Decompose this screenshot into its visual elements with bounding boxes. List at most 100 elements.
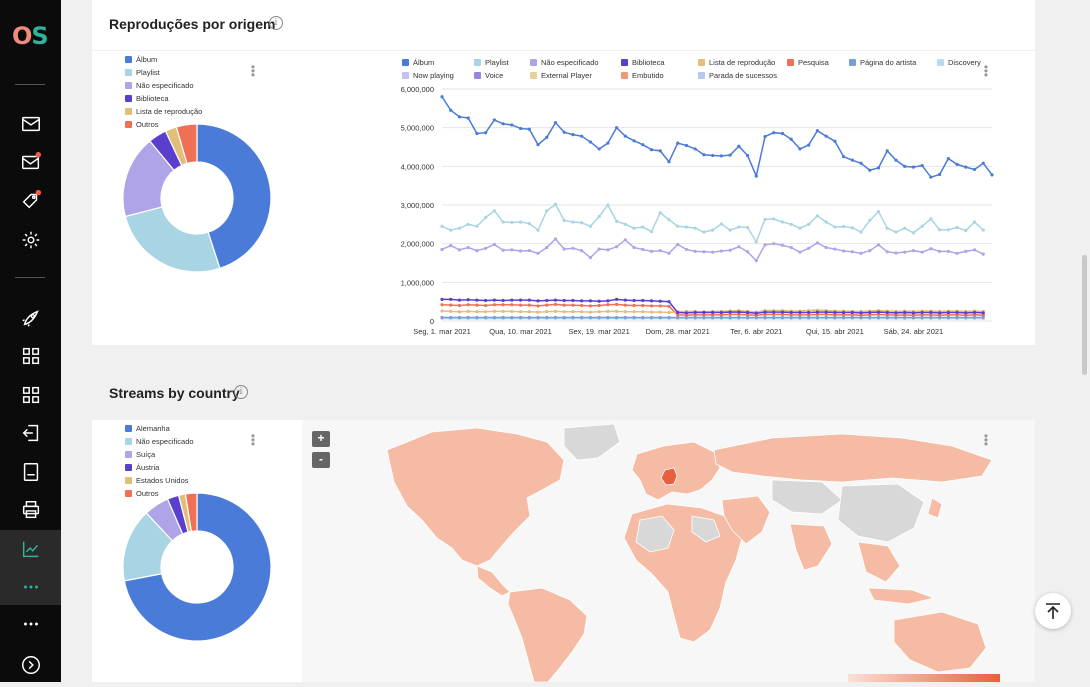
data-point[interactable]: [449, 108, 453, 112]
data-point[interactable]: [929, 217, 933, 221]
map-region-greenland[interactable]: [563, 423, 621, 461]
data-point[interactable]: [894, 313, 898, 317]
app-logo[interactable]: OS: [12, 22, 49, 50]
data-point[interactable]: [798, 313, 802, 317]
data-point[interactable]: [885, 315, 889, 320]
data-point[interactable]: [667, 251, 671, 255]
data-point[interactable]: [737, 315, 741, 320]
data-point[interactable]: [929, 175, 933, 179]
data-point[interactable]: [606, 248, 610, 252]
data-point[interactable]: [501, 220, 505, 224]
tag-notification-icon[interactable]: [20, 189, 42, 211]
data-point[interactable]: [745, 250, 750, 254]
map-region-no-data[interactable]: [691, 515, 721, 543]
data-point[interactable]: [457, 303, 462, 308]
data-point[interactable]: [606, 315, 610, 320]
mail-notification-icon[interactable]: [20, 151, 42, 173]
data-point[interactable]: [449, 309, 453, 313]
data-point[interactable]: [745, 315, 750, 320]
data-point[interactable]: [772, 310, 776, 314]
data-point[interactable]: [798, 147, 802, 151]
data-point[interactable]: [728, 228, 732, 232]
data-point[interactable]: [518, 126, 523, 131]
data-point[interactable]: [615, 219, 619, 223]
data-point[interactable]: [553, 202, 558, 206]
data-point[interactable]: [859, 230, 863, 234]
donut-slice[interactable]: [196, 123, 272, 270]
data-point[interactable]: [562, 298, 566, 303]
data-point[interactable]: [728, 312, 732, 317]
data-point[interactable]: [588, 140, 593, 144]
data-point[interactable]: [553, 315, 558, 320]
data-point[interactable]: [920, 315, 924, 320]
data-point[interactable]: [658, 211, 662, 215]
series-line[interactable]: [441, 203, 984, 244]
data-point[interactable]: [684, 225, 689, 229]
data-point[interactable]: [911, 311, 916, 315]
data-point[interactable]: [868, 249, 872, 253]
data-point[interactable]: [527, 298, 531, 302]
data-point[interactable]: [449, 244, 453, 248]
data-point[interactable]: [815, 310, 819, 314]
data-point[interactable]: [492, 298, 496, 302]
data-point[interactable]: [833, 315, 837, 320]
data-point[interactable]: [623, 298, 627, 302]
data-point[interactable]: [789, 245, 793, 250]
data-point[interactable]: [466, 116, 470, 120]
data-point[interactable]: [702, 230, 706, 234]
data-point[interactable]: [562, 218, 566, 223]
data-point[interactable]: [920, 313, 924, 317]
data-point[interactable]: [719, 154, 723, 158]
data-point[interactable]: [457, 115, 462, 119]
data-point[interactable]: [946, 310, 950, 315]
data-point[interactable]: [824, 315, 828, 320]
data-point[interactable]: [676, 315, 680, 320]
data-point[interactable]: [484, 215, 488, 219]
data-point[interactable]: [815, 214, 819, 218]
map-region-south-america[interactable]: [507, 587, 588, 683]
data-point[interactable]: [527, 303, 531, 307]
data-point[interactable]: [501, 248, 505, 252]
data-point[interactable]: [789, 137, 793, 141]
data-point[interactable]: [807, 313, 811, 317]
map-region-russia[interactable]: [713, 433, 993, 483]
map-region-australia[interactable]: [893, 611, 987, 673]
data-point[interactable]: [466, 303, 470, 307]
data-point[interactable]: [588, 224, 593, 228]
data-point[interactable]: [745, 313, 750, 317]
data-point[interactable]: [894, 315, 898, 320]
data-point[interactable]: [484, 310, 488, 314]
data-point[interactable]: [920, 250, 924, 254]
data-point[interactable]: [972, 167, 977, 172]
data-point[interactable]: [623, 238, 627, 242]
data-point[interactable]: [693, 147, 697, 151]
data-point[interactable]: [789, 315, 793, 320]
data-point[interactable]: [684, 247, 689, 252]
data-point[interactable]: [938, 249, 942, 253]
printer-icon[interactable]: [20, 499, 42, 521]
data-point[interactable]: [484, 303, 488, 308]
data-point[interactable]: [798, 310, 802, 315]
data-point[interactable]: [475, 249, 479, 253]
data-point[interactable]: [772, 242, 776, 246]
data-point[interactable]: [745, 310, 750, 315]
data-point[interactable]: [440, 309, 444, 313]
data-point[interactable]: [501, 309, 505, 313]
data-point[interactable]: [719, 313, 723, 317]
data-point[interactable]: [676, 310, 680, 315]
data-point[interactable]: [711, 310, 715, 315]
data-point[interactable]: [946, 315, 950, 320]
data-point[interactable]: [780, 220, 785, 224]
data-point[interactable]: [667, 160, 671, 164]
data-point[interactable]: [658, 299, 662, 303]
legend-item[interactable]: Não especificado: [530, 58, 599, 67]
data-point[interactable]: [632, 303, 636, 308]
data-point[interactable]: [885, 149, 889, 153]
info-icon[interactable]: i: [234, 385, 248, 399]
data-point[interactable]: [484, 315, 488, 320]
data-point[interactable]: [946, 249, 950, 253]
data-point[interactable]: [981, 315, 985, 320]
data-point[interactable]: [885, 250, 889, 254]
data-point[interactable]: [929, 310, 933, 315]
data-point[interactable]: [684, 313, 689, 317]
